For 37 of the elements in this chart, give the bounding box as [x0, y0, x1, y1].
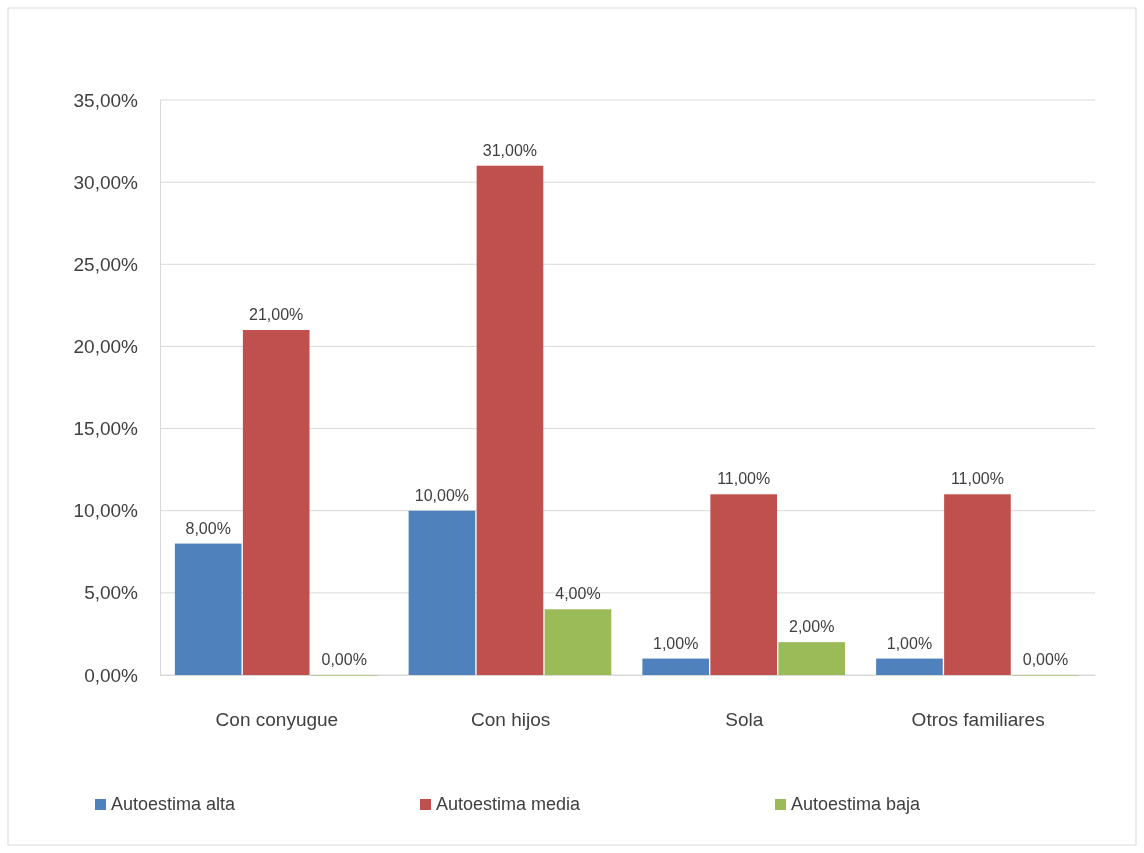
data-label: 21,00% [249, 306, 304, 323]
y-tick-label: 25,00% [73, 253, 139, 275]
legend-label: Autoestima media [436, 794, 582, 814]
y-tick-label: 15,00% [73, 418, 139, 440]
bar [408, 510, 476, 675]
y-tick-label: 30,00% [73, 171, 139, 193]
data-label: 2,00% [789, 618, 835, 636]
bar [544, 609, 612, 675]
y-tick-label: 20,00% [73, 336, 139, 358]
data-label: 31,00% [482, 141, 538, 159]
data-label: 8,00% [185, 519, 231, 537]
bar [174, 543, 242, 675]
bar [710, 494, 778, 675]
x-tick-label: Otros familiares [911, 709, 1045, 731]
y-tick-label: 10,00% [73, 500, 139, 522]
data-label: 10,00% [414, 486, 470, 504]
y-tick-label: 35,00% [73, 89, 139, 111]
data-label: 1,00% [886, 634, 933, 652]
bar [778, 642, 846, 675]
data-label: 1,00% [653, 634, 699, 652]
bar [642, 658, 710, 675]
data-label: 11,00% [717, 470, 771, 488]
data-label: 0,00% [1022, 651, 1069, 668]
bar [944, 494, 1011, 675]
data-label: 11,00% [950, 470, 1004, 488]
x-tick-label: Con hijos [471, 709, 551, 731]
bar [876, 658, 943, 675]
x-tick-label: Con conyugue [215, 709, 339, 731]
legend-label: Autoestima baja [791, 794, 922, 814]
data-label: 4,00% [555, 585, 601, 603]
bar [242, 330, 310, 675]
x-tick-label: Sola [725, 709, 764, 731]
data-label: 0,00% [321, 651, 367, 668]
legend-label: Autoestima alta [111, 794, 237, 814]
bar [476, 165, 544, 675]
y-tick-label: 5,00% [84, 582, 139, 604]
y-tick-label: 0,00% [84, 664, 139, 686]
